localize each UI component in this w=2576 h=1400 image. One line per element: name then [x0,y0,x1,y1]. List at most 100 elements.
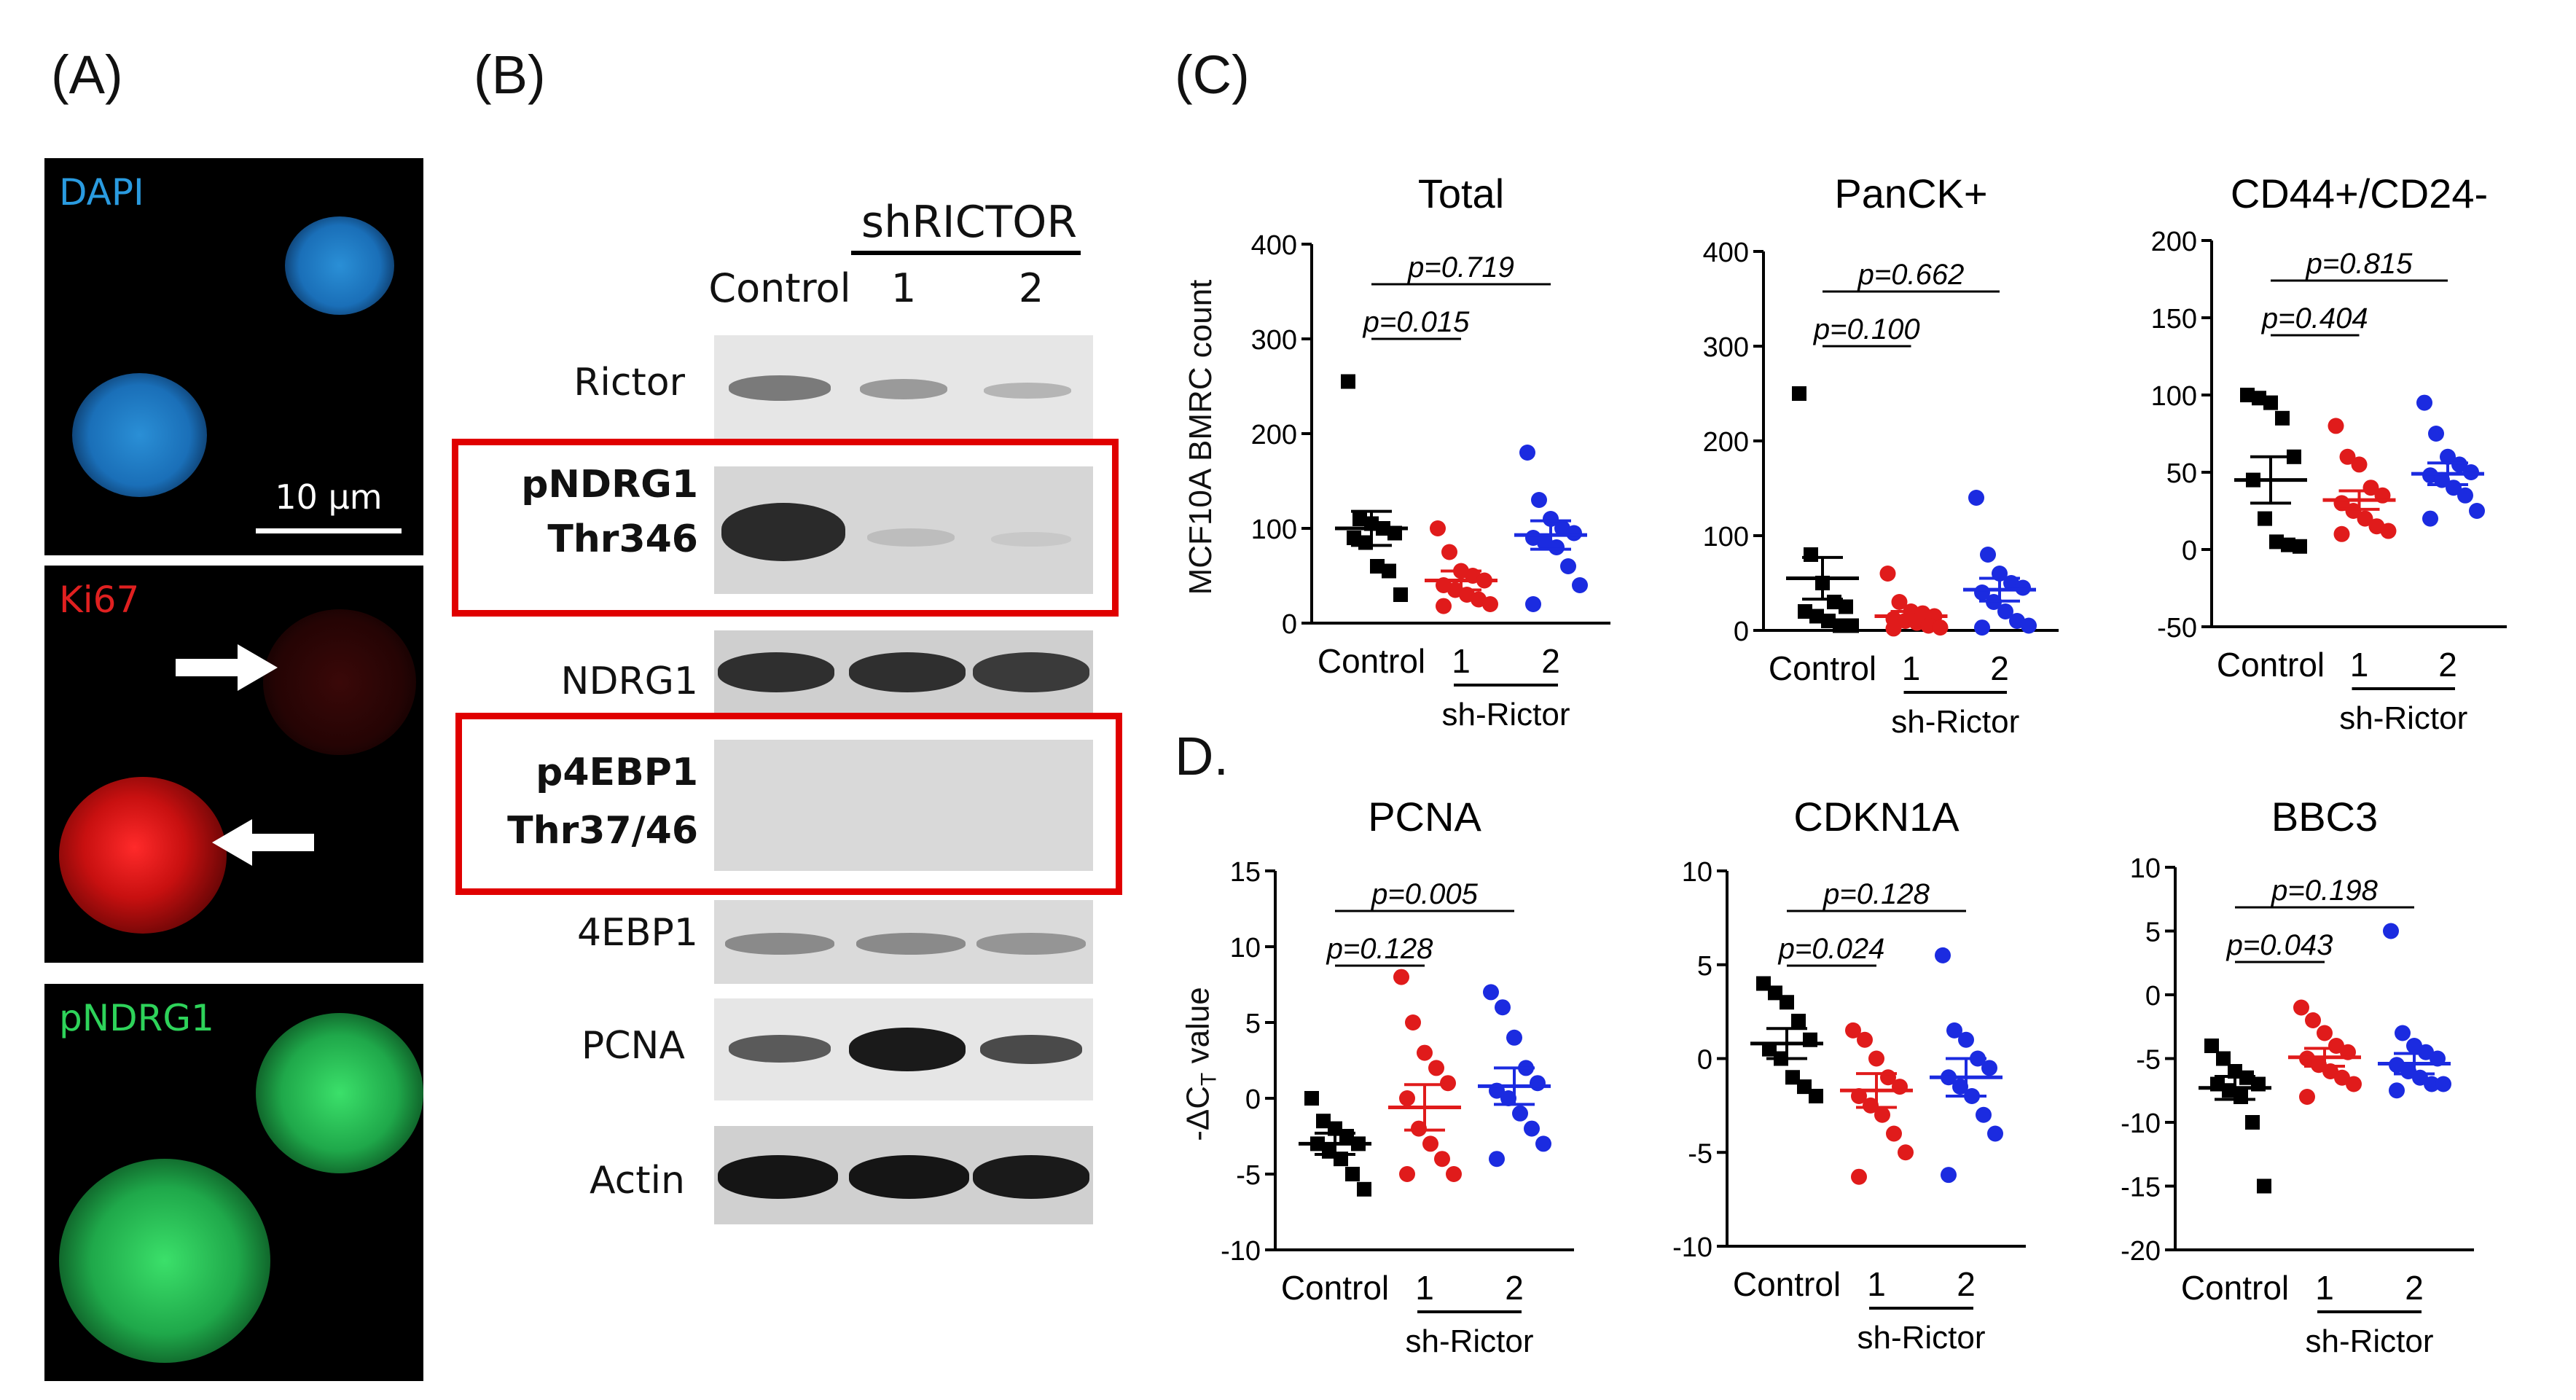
data-point [1519,445,1535,461]
data-point [1495,999,1511,1016]
p-value-label: p=0.404 [2261,302,2368,335]
data-point [1382,563,1396,579]
chart-title: CDKN1A [1793,794,1960,840]
data-point [1430,520,1446,536]
data-point [1879,566,1896,582]
data-point [1768,985,1782,1001]
row-label-4ebp1: 4EBP1 [576,911,698,955]
data-point [1417,1044,1433,1061]
y-tick-label: 0 [2145,981,2161,1012]
x-tick-label: 1 [1902,649,1921,687]
data-point [2293,539,2307,554]
panel-label-b: (B) [474,44,546,105]
x-tick-label: 1 [1867,1265,1886,1303]
data-point [1506,1029,1522,1046]
y-tick-label: 5 [2145,918,2161,948]
lane-2: 2 [1018,265,1044,311]
pndrg1-stain-label: pNDRG1 [59,997,214,1039]
data-point [1898,1144,1914,1161]
data-point [1797,1079,1812,1095]
data-point [2346,1076,2362,1092]
data-point [1405,1014,1421,1031]
y-tick-label: 10 [2130,853,2161,884]
y-tick-label: 100 [2151,381,2197,412]
shrictor-bar [851,251,1081,255]
data-point [1839,599,1853,614]
data-point [1399,1090,1415,1106]
data-point [2424,1076,2440,1092]
y-tick-label: -50 [2157,613,2197,644]
x-tick-label: 2 [1957,1265,1976,1303]
data-point [1935,947,1951,963]
data-point [1868,1050,1884,1067]
chart-title: Total [1418,171,1504,216]
data-point [1304,1091,1319,1106]
data-point [1798,604,1812,619]
data-point [1345,1167,1360,1181]
data-point [1500,1090,1516,1106]
y-tick-label: -15 [2121,1173,2161,1203]
blot-pcna [714,998,1093,1100]
data-point [2305,1012,2321,1028]
data-point [1809,1089,1823,1103]
data-point [1543,511,1559,527]
row-label-rictor: Rictor [573,361,685,404]
data-point [2345,503,2362,519]
data-point [2357,510,2373,527]
panel-c-ylabel: MCF10A BMRC count [1183,279,1218,595]
data-point [1785,1070,1800,1085]
p-value-label: p=0.128 [1326,933,1433,965]
data-point [1525,596,1541,612]
data-point [1441,544,1457,560]
p-value-label: p=0.662 [1857,259,1965,291]
data-point [1483,984,1499,1001]
data-point [1987,1125,2003,1142]
data-point [2451,456,2467,473]
scale-bar-label: 10 μm [275,477,383,517]
p-value-label: p=0.815 [2306,248,2413,280]
blot-rictor [714,335,1093,445]
data-point [1411,1120,1427,1137]
y-tick-label: 50 [2166,458,2197,489]
panel-d-ylabel: -ΔCT value [1180,987,1221,1141]
x-tick-label: 1 [2315,1269,2334,1307]
data-point [1347,531,1361,545]
data-point [2440,448,2456,465]
y-tick-label: -20 [2121,1236,2161,1267]
y-tick-label: 10 [1230,933,1261,963]
data-point [2245,1115,2260,1130]
data-point [2351,456,2368,473]
data-point [1821,614,1836,628]
data-point [1946,1022,1962,1039]
data-point [1566,525,1582,541]
data-point [1572,577,1588,593]
data-point [2339,448,2356,465]
dapi-image: DAPI 10 μm [44,158,423,555]
row-label-p4ebp1: p4EBP1 [536,751,698,794]
blot-actin [714,1126,1093,1224]
y-tick-label: 10 [1682,857,1712,888]
data-point [1844,618,1859,633]
data-point [1549,539,1565,555]
data-point [2457,487,2473,504]
x-tick-label: Control [2217,646,2325,684]
y-tick-label: -10 [2121,1108,2161,1139]
scale-bar [256,528,402,533]
x-tick-label: Control [1318,642,1425,680]
y-tick-label: 200 [1251,420,1297,450]
data-point [1857,1031,1873,1048]
data-point [1370,559,1385,574]
data-point [2395,1025,2411,1041]
data-point [2269,534,2284,550]
data-point [1434,1151,1450,1168]
data-point [2416,394,2432,411]
data-point [1891,594,1908,610]
data-point [1482,596,1498,612]
p-value-label: p=0.719 [1407,251,1514,283]
row-label-thr346: Thr346 [547,517,698,561]
y-tick-label: -5 [1236,1160,1261,1191]
row-label-thr3746: Thr37/46 [507,809,698,853]
row-label-ndrg1: NDRG1 [560,660,698,703]
data-point [2204,1039,2219,1053]
p-value-label: p=0.100 [1813,313,1920,345]
